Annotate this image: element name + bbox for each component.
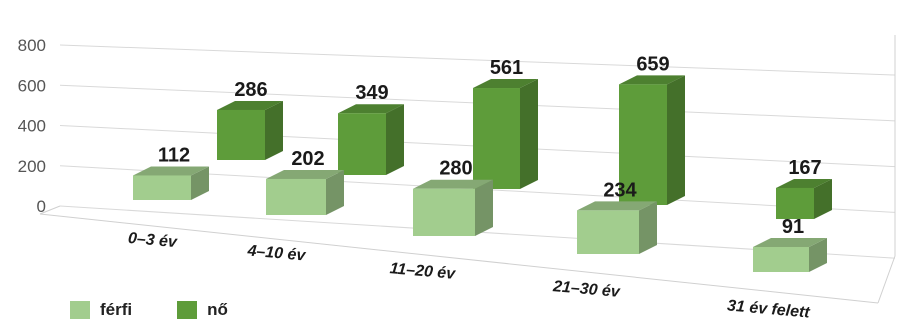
series-ferfi-bars: 112 202 280 234 91 — [133, 144, 827, 272]
data-label: 202 — [291, 148, 324, 170]
y-tick-label: 800 — [18, 36, 46, 55]
bar-front-face — [577, 210, 639, 254]
bar-side-face — [667, 75, 685, 205]
bar-front-face — [413, 188, 475, 236]
legend-swatch-no — [177, 301, 198, 319]
data-label: 286 — [234, 79, 267, 101]
bar-front-face — [338, 113, 386, 175]
legend-item-no: nő — [177, 300, 228, 320]
bar-top-face — [753, 237, 827, 247]
floor-edge-front — [39, 213, 879, 304]
legend-label-ferfi: férfi — [100, 300, 133, 319]
bar-side-face — [639, 201, 657, 254]
bar-top-face — [338, 104, 404, 114]
bar-side-face — [809, 237, 827, 272]
bar-front-face — [776, 187, 814, 219]
legend-label-no: nő — [207, 300, 228, 319]
bar-front-face — [619, 84, 667, 205]
bar-side-face — [265, 100, 283, 160]
gridline — [59, 44, 896, 76]
bar-ferfi: 280 — [413, 158, 493, 236]
x-category-label: 0–3 év — [127, 230, 178, 251]
data-label: 659 — [636, 53, 669, 75]
data-label: 91 — [782, 216, 804, 238]
bar-no: 561 — [473, 57, 538, 189]
legend-item-ferfi: férfi — [70, 300, 132, 320]
bar-no: 349 — [338, 82, 404, 175]
data-label: 280 — [439, 158, 472, 180]
bar-top-face — [266, 169, 344, 179]
bar-ferfi: 112 — [133, 144, 209, 200]
bar-side-face — [814, 178, 832, 219]
bar-no: 167 — [776, 157, 832, 219]
data-label: 234 — [603, 179, 637, 201]
bar-no: 286 — [217, 79, 283, 160]
bar-side-face — [191, 166, 209, 200]
bar-side-face — [520, 79, 538, 189]
data-label: 112 — [158, 144, 190, 166]
bar-front-face — [753, 246, 809, 272]
bar-top-face — [413, 179, 493, 189]
floor-edge-right — [877, 255, 896, 304]
bar-top-face — [577, 201, 657, 211]
bar-top-face — [133, 166, 209, 176]
x-category-label: 21–30 év — [551, 278, 621, 301]
legend: férfi nő — [70, 300, 273, 320]
bar-front-face — [473, 88, 520, 189]
bar-front-face — [133, 175, 191, 200]
y-axis-ticks: 0 200 400 600 800 — [18, 36, 46, 216]
bar-no: 659 — [619, 53, 685, 205]
data-label: 167 — [788, 157, 821, 179]
data-label: 561 — [490, 57, 523, 79]
bar-ferfi: 91 — [753, 216, 827, 272]
x-category-label: 11–20 év — [389, 260, 457, 283]
y-tick-label: 0 — [37, 197, 46, 216]
y-tick-label: 200 — [18, 157, 46, 176]
bar-front-face — [266, 178, 326, 215]
bar-top-face — [473, 79, 538, 89]
bar-top-face — [619, 75, 685, 85]
data-label: 349 — [355, 82, 388, 104]
x-category-label: 4–10 év — [246, 242, 307, 264]
bar-side-face — [475, 179, 493, 236]
y-tick-label: 600 — [18, 76, 46, 95]
bar-side-face — [386, 104, 404, 175]
legend-swatch-ferfi — [70, 301, 90, 319]
floor-edge-left — [39, 205, 61, 215]
y-tick-label: 400 — [18, 117, 46, 136]
bar-side-face — [326, 169, 344, 215]
bar-front-face — [217, 109, 265, 160]
bar-ferfi: 234 — [577, 179, 657, 254]
series-no-bars: 286 349 561 659 167 — [217, 53, 832, 219]
bar-top-face — [776, 178, 832, 188]
x-category-label: 31 év felett — [726, 297, 811, 321]
bar-top-face — [217, 100, 283, 110]
bar-ferfi: 202 — [266, 148, 344, 215]
